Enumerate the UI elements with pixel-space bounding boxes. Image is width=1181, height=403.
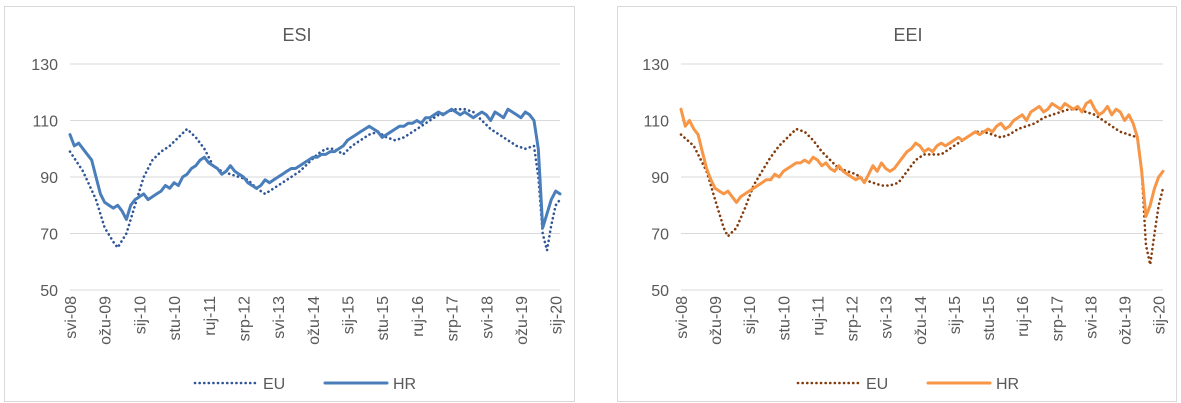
eei-chart: EEI 50 70 90 110 130 svi-08 ožu-09 sij-10 stu-10 r… (642, 25, 1169, 393)
esi-y-tick-90: 90 (40, 170, 58, 187)
eei-chart-title: EEI (893, 25, 922, 45)
eei-x-tick-3: stu-10 (776, 296, 793, 341)
eei-y-tick-110: 110 (643, 114, 669, 131)
esi-x-tick-1: ožu-09 (98, 296, 115, 345)
eei-x-tick-11: srp-17 (1049, 296, 1066, 341)
eei-series-eu-line (679, 107, 1165, 266)
eei-y-tick-90: 90 (651, 170, 669, 187)
esi-x-tick-8: sij-15 (341, 296, 358, 334)
eei-x-tick-14: sij-20 (1152, 296, 1169, 334)
esi-x-tick-5: srp-12 (236, 296, 253, 341)
eei-x-tick-6: svi-13 (879, 296, 896, 339)
esi-x-tick-2: sij-10 (132, 296, 149, 334)
eei-series-hr-line (679, 99, 1165, 219)
eei-x-tick-0: svi-08 (674, 296, 691, 339)
esi-chart: ESI 50 70 90 110 130 svi-08 ožu-09 sij-10 stu-10 r… (31, 25, 566, 393)
esi-x-tick-14: sij-20 (549, 296, 566, 334)
esi-y-tick-70: 70 (40, 227, 58, 244)
eei-x-tick-4: ruj-11 (810, 296, 827, 336)
esi-x-tick-12: svi-18 (479, 296, 496, 339)
esi-series-hr-line (68, 107, 562, 230)
eei-x-tick-2: sij-10 (742, 296, 759, 334)
eei-chart-panel: EEI 50 70 90 110 130 svi-08 ožu-09 sij-10 stu-10 r… (617, 6, 1177, 402)
esi-x-tick-3: stu-10 (167, 296, 184, 341)
esi-x-tick-0: svi-08 (63, 296, 80, 339)
esi-chart-title: ESI (282, 25, 311, 45)
eei-x-tick-1: ožu-09 (708, 296, 725, 345)
eei-x-tick-12: svi-18 (1083, 296, 1100, 339)
eei-y-tick-50: 50 (651, 283, 669, 300)
eei-x-tick-10: ruj-16 (1015, 296, 1032, 337)
eei-legend-label-eu: EU (866, 376, 888, 393)
eei-x-tick-7: ožu-14 (913, 296, 930, 345)
esi-series-eu-line (68, 107, 562, 252)
eei-x-tick-13: ožu-19 (1118, 296, 1135, 345)
eei-y-tick-70: 70 (651, 227, 669, 244)
esi-y-tick-110: 110 (32, 114, 58, 131)
esi-x-tick-13: ožu-19 (514, 296, 531, 345)
esi-x-tick-6: svi-13 (271, 296, 288, 339)
esi-x-tick-11: srp-17 (445, 296, 462, 341)
esi-x-tick-10: ruj-16 (410, 296, 427, 337)
esi-x-tick-7: ožu-14 (306, 296, 323, 345)
esi-legend-label-hr: HR (393, 376, 416, 393)
esi-x-tick-9: stu-15 (375, 296, 392, 341)
esi-y-tick-50: 50 (40, 283, 58, 300)
esi-legend-label-eu: EU (263, 376, 285, 393)
esi-x-tick-4: ruj-11 (202, 296, 219, 336)
eei-legend-label-hr: HR (996, 376, 1019, 393)
eei-x-tick-5: srp-12 (845, 296, 862, 341)
esi-y-tick-130: 130 (31, 57, 58, 74)
eei-x-tick-9: stu-15 (981, 296, 998, 341)
esi-chart-panel: ESI 50 70 90 110 130 svi-08 ožu-09 sij-10 stu-10 r… (4, 6, 575, 402)
eei-x-tick-8: sij-15 (947, 296, 964, 334)
eei-y-tick-130: 130 (642, 57, 669, 74)
